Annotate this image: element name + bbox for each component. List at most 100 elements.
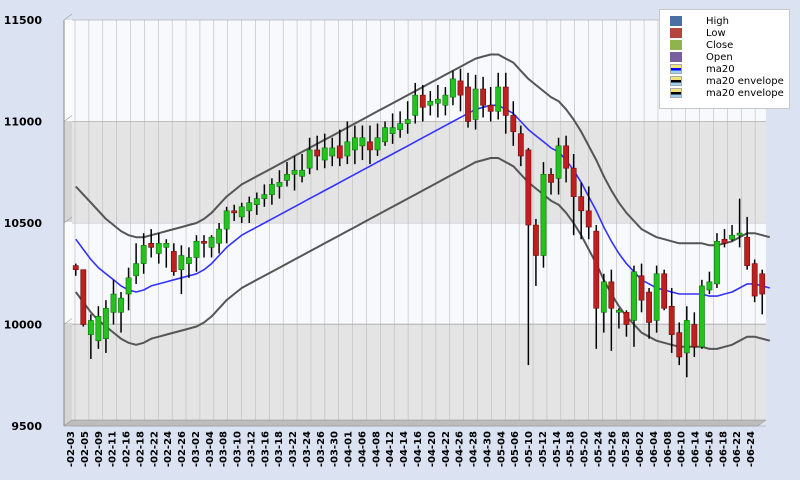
candle-body-up — [404, 119, 411, 124]
y-gridline-depth — [63, 318, 73, 325]
candle-body-up — [208, 236, 215, 248]
candle — [631, 265, 637, 347]
x-tick-label: -05-12 — [538, 431, 549, 467]
candle-body-up — [600, 281, 607, 313]
x-tick-label: -03-16 — [260, 431, 271, 467]
candle — [193, 235, 200, 272]
x-tick-label: -06-02 — [635, 431, 646, 467]
candle — [87, 314, 94, 360]
candle — [638, 263, 645, 313]
candle-body-down — [744, 236, 751, 266]
x-tick-label: -02-22 — [149, 431, 160, 467]
x-tick-label: -04-26 — [455, 431, 466, 467]
x-tick-label: -03-08 — [219, 431, 230, 467]
x-tick-label: -02-03 — [66, 431, 77, 467]
y-gridline-depth — [63, 216, 73, 224]
candle-body-up — [616, 309, 622, 313]
candle — [465, 72, 471, 128]
candle — [623, 310, 630, 337]
candle-body-up — [186, 257, 192, 264]
candle-body-down — [148, 243, 155, 248]
candle-body-up — [427, 100, 434, 106]
candle-body-down — [170, 251, 177, 273]
x-tick-label: -02-24 — [163, 431, 174, 467]
y-tick-label: 11500 — [4, 14, 43, 27]
candle — [186, 247, 192, 278]
candle-body-up — [140, 245, 147, 264]
candle — [616, 308, 622, 329]
candle — [412, 82, 419, 124]
x-tick-label: -04-12 — [385, 431, 396, 467]
candle — [72, 263, 79, 276]
x-tick-label: -03-26 — [316, 431, 327, 467]
candle-body-up — [555, 145, 562, 179]
legend-item: ma20 envelope — [670, 87, 789, 99]
candle-body-down — [367, 141, 373, 151]
candle-body-up — [103, 307, 109, 340]
candle-body-down — [578, 196, 585, 212]
y-gridline-depth — [63, 13, 73, 21]
legend-label: ma20 envelope — [706, 75, 784, 87]
candle — [155, 233, 162, 264]
x-tick-label: -02-09 — [94, 431, 105, 467]
candle — [502, 72, 509, 134]
candle — [442, 86, 449, 116]
x-tick-label: -06-10 — [677, 431, 688, 467]
candle-body-down — [646, 291, 652, 323]
y-gridline-depth — [63, 115, 73, 122]
x-tick-label: -04-14 — [399, 431, 410, 467]
candle — [321, 133, 328, 169]
candles — [72, 68, 766, 378]
legend-swatch — [670, 52, 682, 62]
candle-body-up — [653, 273, 660, 321]
candle-body-up — [329, 147, 336, 157]
candle — [404, 101, 411, 134]
x-tick-label: -02-05 — [80, 431, 91, 467]
candle-body-up — [125, 277, 132, 295]
candle-body-down — [638, 275, 645, 301]
candle-body-up — [389, 127, 396, 134]
candle — [593, 225, 600, 349]
candle-body-up — [133, 263, 140, 277]
candle-body-up — [163, 243, 170, 248]
candle-body-down — [502, 86, 509, 116]
x-tick-label: -03-10 — [233, 431, 244, 467]
candle — [472, 74, 479, 130]
candle-body-up — [118, 297, 124, 313]
candle — [276, 170, 283, 199]
candle — [389, 113, 396, 144]
envelope-lower-line — [74, 157, 771, 350]
candle-body-up — [95, 316, 102, 342]
candle — [314, 135, 321, 171]
candle — [125, 267, 132, 311]
x-tick-label: -02-26 — [177, 431, 188, 467]
candle-body-up — [269, 184, 275, 195]
candle — [706, 271, 713, 295]
candle — [284, 162, 290, 187]
candle-body-up — [223, 210, 230, 230]
candle-body-up — [374, 137, 381, 151]
candle-body-up — [706, 281, 713, 291]
x-axis: -02-03 -02-05 -02-09 -02-11 -02-16 -02-18 -02-… — [66, 431, 757, 467]
candle — [668, 287, 675, 353]
candle-body-down — [314, 149, 321, 157]
candle-body-down — [751, 263, 758, 297]
candle-body-down — [419, 94, 426, 108]
candle — [457, 68, 464, 112]
candle-body-down — [759, 273, 766, 295]
candle — [744, 216, 751, 270]
candle-body-down — [336, 145, 343, 159]
candle — [238, 202, 245, 223]
candle — [344, 121, 351, 165]
x-tick-label: -02-18 — [135, 431, 146, 467]
candle — [683, 306, 690, 378]
candle — [95, 306, 102, 349]
candle — [427, 91, 434, 116]
legend-item: Close — [670, 39, 789, 51]
candle-body-up — [178, 255, 185, 270]
candle — [178, 245, 185, 295]
candle — [163, 239, 170, 268]
candle-body-up — [359, 137, 366, 147]
candle — [261, 184, 268, 207]
legend-swatch — [670, 76, 682, 86]
